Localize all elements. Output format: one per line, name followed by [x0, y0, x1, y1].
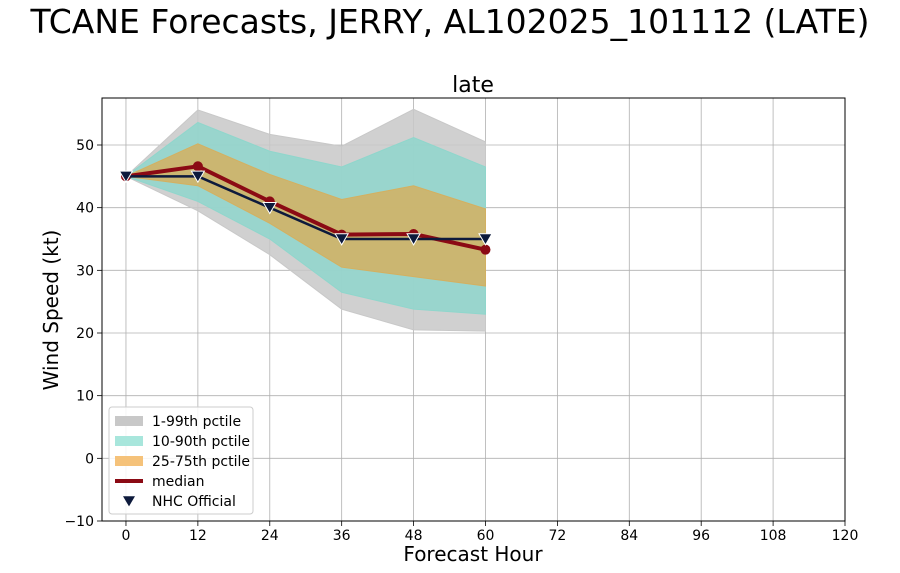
legend-label: NHC Official	[152, 494, 236, 510]
nhc-official-marker	[334, 233, 350, 246]
y-tick-label: −10	[64, 514, 94, 530]
legend-swatch	[115, 436, 143, 446]
y-tick-label: 50	[76, 138, 94, 154]
legend-label: 10-90th pctile	[152, 434, 250, 450]
nhc-official-marker	[406, 233, 421, 246]
nhc-official-line	[125, 175, 486, 241]
x-tick-label: 48	[405, 528, 423, 544]
figure-suptitle: TCANE Forecasts, JERRY, AL102025_101112 …	[30, 2, 870, 41]
legend-swatch	[115, 416, 143, 426]
y-axis-label: Wind Speed (kt)	[39, 230, 63, 391]
x-tick-label: 0	[122, 528, 131, 544]
x-tick-label: 12	[189, 528, 207, 544]
legend-label: median	[152, 474, 204, 490]
axes-title: late	[452, 73, 494, 98]
data-series	[118, 161, 493, 255]
nhc-official-marker	[262, 201, 278, 215]
x-tick-label: 84	[620, 528, 638, 544]
x-tick-label: 60	[477, 528, 495, 544]
axis-ticks: 0 12 24 36 48 60 72 84 96 108 120 −10 0 10 20 30 40 50	[64, 138, 858, 544]
y-tick-label: 40	[76, 201, 94, 217]
legend: 1-99th pctile 10-90th pctile 25-75th pctil…	[108, 406, 254, 515]
median-point	[192, 161, 203, 172]
x-tick-label: 36	[333, 528, 351, 544]
median-point	[480, 244, 491, 255]
legend-box	[108, 406, 254, 515]
legend-swatch	[115, 456, 143, 466]
legend-label: 25-75th pctile	[152, 454, 250, 470]
y-tick-label: 20	[76, 326, 94, 342]
x-tick-label: 24	[261, 528, 279, 544]
nhc-official-marker	[118, 170, 134, 184]
x-tick-label: 120	[832, 528, 859, 544]
nhc-official-marker	[190, 170, 206, 184]
legend-label: 1-99th pctile	[152, 414, 241, 430]
plot-frame	[101, 97, 846, 522]
median-line	[125, 164, 486, 252]
x-axis-label: Forecast Hour	[403, 542, 543, 566]
x-tick-label: 72	[548, 528, 566, 544]
legend-swatch	[123, 496, 135, 507]
nhc-official-marker	[478, 233, 493, 246]
y-tick-label: 0	[85, 451, 94, 467]
x-tick-label: 108	[760, 528, 787, 544]
y-tick-label: 10	[76, 389, 94, 405]
x-tick-label: 96	[692, 528, 710, 544]
y-tick-label: 30	[76, 263, 94, 279]
